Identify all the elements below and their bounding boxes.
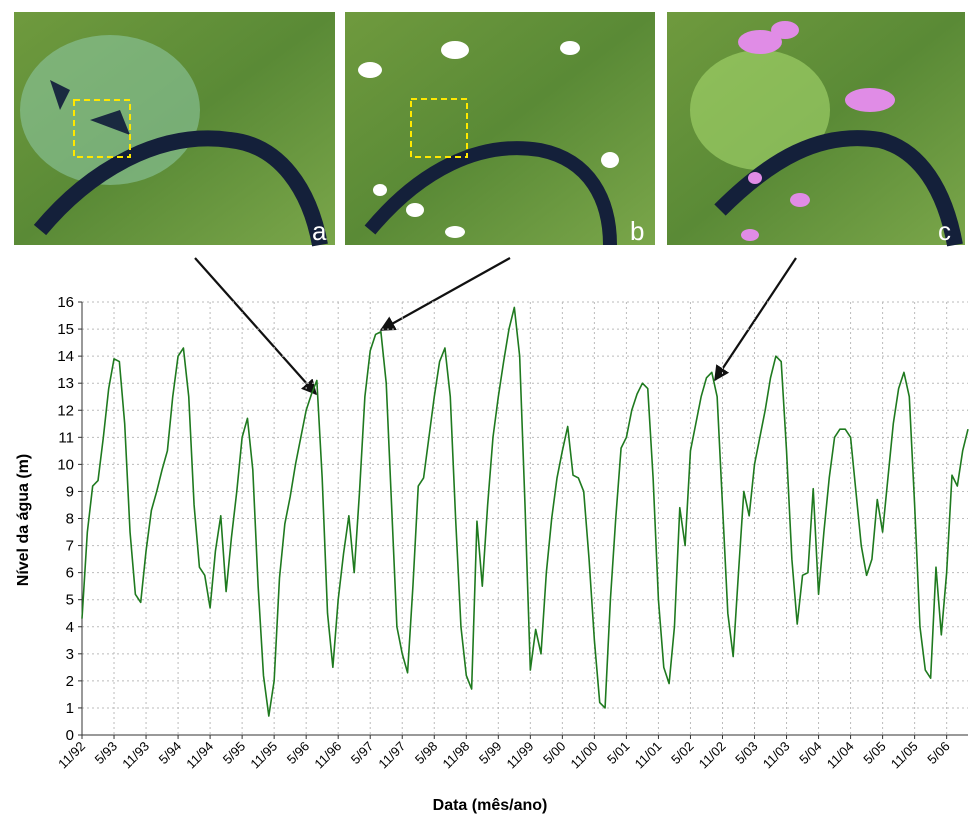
x-tick-label: 11/04	[824, 739, 857, 772]
x-tick-label: 5/01	[604, 739, 633, 768]
y-tick-label: 4	[66, 619, 74, 636]
y-tick-label: 9	[66, 483, 74, 500]
image-c: c	[667, 12, 965, 247]
y-tick-label: 10	[57, 456, 74, 473]
x-tick-label: 5/94	[156, 739, 185, 768]
y-tick-label: 6	[66, 565, 74, 582]
x-tick-label: 11/97	[375, 739, 408, 772]
x-axis-label: Data (mês/ano)	[433, 797, 548, 814]
y-tick-label: 8	[66, 511, 74, 528]
image-b: b	[345, 12, 655, 246]
x-tick-label: 11/93	[119, 739, 152, 772]
x-tick-label: 5/95	[220, 739, 249, 768]
data-line	[81, 306, 969, 717]
x-tick-label: 5/96	[284, 739, 313, 768]
x-tick-label: 5/00	[540, 739, 569, 768]
x-tick-label: 11/96	[311, 739, 344, 772]
y-tick-label: 13	[57, 375, 74, 392]
y-tick-label: 12	[57, 402, 74, 419]
x-tick-label: 5/03	[732, 739, 761, 768]
y-tick-label: 11	[58, 429, 74, 446]
x-tick-label: 5/98	[412, 739, 441, 768]
y-tick-label: 7	[66, 538, 74, 555]
y-tick-label: 2	[66, 673, 74, 690]
x-tick-label: 11/95	[247, 739, 280, 772]
x-tick-label: 11/02	[696, 739, 729, 772]
x-tick-label: 11/92	[55, 739, 88, 772]
x-tick-label: 5/99	[476, 739, 505, 768]
x-tick-label: 11/94	[183, 739, 216, 772]
y-tick-label: 16	[57, 294, 74, 311]
x-tick-label: 11/01	[632, 739, 665, 772]
y-tick-label: 0	[66, 727, 74, 744]
y-tick-label: 15	[57, 321, 74, 338]
x-tick-label: 11/00	[568, 739, 601, 772]
arrows	[194, 257, 797, 396]
image-label: c	[938, 216, 951, 246]
y-tick-label: 5	[66, 592, 74, 609]
y-tick-label: 1	[66, 700, 74, 717]
y-tick-label: 14	[57, 348, 74, 365]
y-tick-label: 3	[66, 646, 74, 663]
x-tick-label: 5/02	[668, 739, 697, 768]
y-axis-label: Nível da água (m)	[15, 454, 32, 586]
x-tick-label: 5/93	[92, 739, 121, 768]
image-label: a	[312, 216, 327, 246]
x-tick-label: 11/05	[888, 739, 921, 772]
image-a: a	[14, 12, 335, 247]
x-tick-label: 11/98	[439, 739, 472, 772]
x-tick-label: 5/05	[860, 739, 889, 768]
image-label: b	[630, 216, 644, 246]
x-tick-label: 5/97	[348, 739, 377, 768]
x-tick-label: 11/03	[760, 739, 793, 772]
x-tick-label: 5/06	[924, 739, 953, 768]
x-tick-label: 5/04	[796, 739, 825, 768]
x-tick-label: 11/99	[504, 739, 537, 772]
